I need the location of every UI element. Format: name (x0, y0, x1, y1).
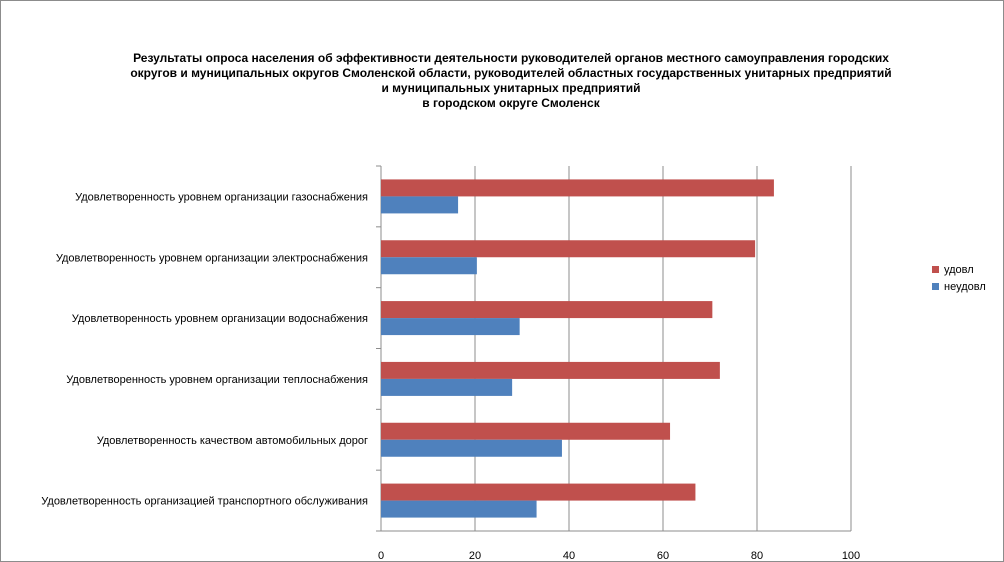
legend-label: неудовл (944, 281, 986, 293)
x-tick-label: 60 (657, 550, 669, 561)
category-label: Удовлетворенность качеством автомобильны… (97, 435, 368, 447)
chart-title: Результаты опроса населения об эффективн… (61, 51, 961, 111)
legend-label: удовл (944, 264, 974, 276)
bar-neudovl (381, 257, 477, 275)
category-label: Удовлетворенность уровнем организации во… (72, 313, 368, 325)
bar-udovl (381, 361, 720, 379)
bar-udovl (381, 483, 696, 501)
x-tick-label: 0 (378, 550, 384, 561)
bar-udovl (381, 240, 756, 258)
chart-title-line: Результаты опроса населения об эффективн… (133, 51, 889, 65)
chart-title-line: в городском округе Смоленск (422, 96, 600, 110)
chart-title-line: и муниципальных унитарных предприятий (381, 81, 641, 95)
x-tick-label: 20 (469, 550, 481, 561)
bar-udovl (381, 301, 713, 319)
chart-title-line: округов и муниципальных округов Смоленск… (130, 66, 892, 80)
bar-neudovl (381, 439, 562, 457)
x-tick-label: 100 (842, 550, 860, 561)
category-label: Удовлетворенность организацией транспорт… (41, 496, 368, 508)
bar-neudovl (381, 196, 459, 214)
category-label: Удовлетворенность уровнем организации га… (75, 191, 368, 203)
legend-swatch (932, 266, 939, 273)
x-tick-label: 40 (563, 550, 575, 561)
x-tick-label: 80 (751, 550, 763, 561)
bar-neudovl (381, 378, 513, 396)
bar-udovl (381, 179, 774, 197)
legend-swatch (932, 283, 939, 290)
category-label: Удовлетворенность уровнем организации эл… (56, 252, 368, 264)
bar-neudovl (381, 318, 520, 336)
bar-neudovl (381, 500, 537, 518)
category-label: Удовлетворенность уровнем организации те… (66, 374, 368, 386)
bar-udovl (381, 422, 671, 440)
